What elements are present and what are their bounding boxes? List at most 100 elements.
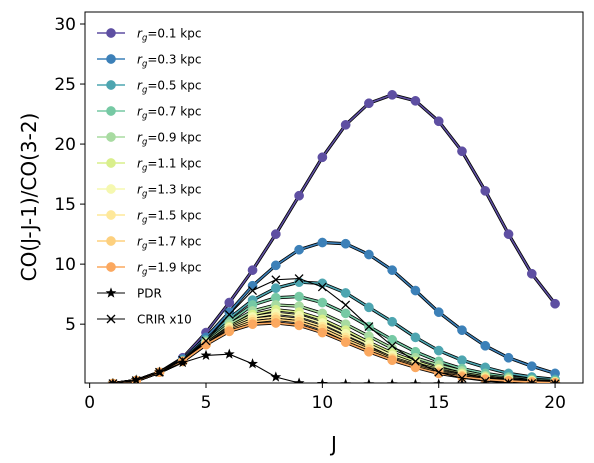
legend-label: rg=0.3 kpc xyxy=(137,53,201,70)
data-point xyxy=(550,298,560,309)
data-point xyxy=(386,378,398,383)
legend-entry: rg=0.9 kpc xyxy=(97,131,201,148)
data-point xyxy=(108,379,118,383)
data-point xyxy=(526,268,537,279)
data-point xyxy=(271,275,281,285)
legend-entry: rg=0.3 kpc xyxy=(97,53,201,70)
data-point xyxy=(107,377,119,383)
data-point xyxy=(178,355,188,365)
data-point xyxy=(364,322,374,332)
data-point xyxy=(201,336,211,346)
data-point xyxy=(341,300,351,310)
x-tick-label: 20 xyxy=(544,393,566,413)
data-point xyxy=(527,379,537,383)
legend-entry: rg=1.5 kpc xyxy=(97,209,201,226)
data-point xyxy=(317,282,327,292)
data-point xyxy=(504,378,513,383)
x-axis-label: J xyxy=(329,432,337,456)
data-point xyxy=(294,274,304,284)
axes-layer: 0 5 10 15 20 5 10 15 20 25 30 xyxy=(54,15,566,413)
data-point xyxy=(270,318,281,328)
legend-label: rg=1.7 kpc xyxy=(137,235,201,252)
data-point xyxy=(433,307,444,318)
data-point xyxy=(224,326,235,337)
data-point xyxy=(270,229,281,239)
data-point xyxy=(480,340,491,351)
data-point xyxy=(480,186,491,196)
data-point xyxy=(410,285,421,296)
plot-area xyxy=(84,11,584,384)
data-point xyxy=(433,116,444,127)
data-point xyxy=(294,244,304,255)
data-point xyxy=(503,229,514,239)
data-point xyxy=(364,249,374,260)
x-tick-label: 5 xyxy=(201,393,212,413)
data-point xyxy=(130,374,142,383)
legend-swatch-marker xyxy=(106,54,116,64)
y-tick-label: 10 xyxy=(54,255,76,275)
data-point xyxy=(457,373,467,383)
data-point xyxy=(457,146,467,157)
data-point xyxy=(340,288,351,298)
data-point xyxy=(317,152,328,163)
data-point xyxy=(364,98,374,109)
x-tick-label: 15 xyxy=(428,393,450,413)
data-point xyxy=(270,283,281,293)
series-12 xyxy=(108,274,560,383)
series-10 xyxy=(108,318,560,383)
series-layer xyxy=(107,89,561,383)
y-tick-label: 5 xyxy=(65,315,76,335)
data-point xyxy=(340,238,351,249)
data-point xyxy=(363,378,375,383)
data-point xyxy=(316,378,328,383)
data-point xyxy=(410,362,421,373)
legend-entry: rg=0.1 kpc xyxy=(97,27,201,44)
legend-label: rg=1.3 kpc xyxy=(137,183,201,200)
data-point xyxy=(457,355,467,366)
y-axis-label: CO(J-J-1)/CO(3-2) xyxy=(17,113,41,282)
data-point xyxy=(270,371,282,382)
y-tick-label: 20 xyxy=(54,135,76,155)
x-tick-label: 10 xyxy=(312,393,334,413)
data-point xyxy=(155,367,164,377)
data-point xyxy=(293,377,305,383)
data-point xyxy=(317,327,328,338)
data-point xyxy=(387,265,398,275)
data-point xyxy=(410,378,421,383)
data-point xyxy=(503,352,514,363)
data-point xyxy=(270,260,281,271)
legend-entry: rg=1.1 kpc xyxy=(97,157,201,174)
legend-label: PDR xyxy=(137,287,162,301)
data-point xyxy=(224,297,235,308)
legend-swatch-marker xyxy=(106,210,116,220)
data-point xyxy=(340,308,351,319)
legend-swatch-marker xyxy=(106,236,116,246)
data-point xyxy=(410,332,421,343)
data-point xyxy=(434,367,444,377)
data-point xyxy=(248,286,258,296)
data-point xyxy=(364,302,374,313)
legend-swatch-marker xyxy=(106,28,116,38)
data-point xyxy=(526,378,538,383)
data-point xyxy=(550,379,560,383)
legend-label: rg=0.5 kpc xyxy=(137,79,201,96)
legend-entry: rg=1.7 kpc xyxy=(97,235,201,252)
legend-label: rg=1.1 kpc xyxy=(137,157,201,174)
data-point xyxy=(433,378,445,383)
legend-label: rg=0.7 kpc xyxy=(137,105,201,122)
legend-swatch-marker xyxy=(105,287,117,298)
x-tick-label: 0 xyxy=(84,393,95,413)
data-point xyxy=(457,325,467,336)
data-point xyxy=(177,356,189,368)
data-point xyxy=(387,316,398,327)
y-tick-label: 25 xyxy=(54,75,76,95)
data-point xyxy=(340,120,351,130)
data-point xyxy=(317,297,328,308)
data-point xyxy=(294,190,304,201)
legend-label: rg=0.1 kpc xyxy=(137,27,201,44)
legend-swatch-marker xyxy=(106,132,116,142)
data-point xyxy=(294,320,304,331)
y-tick-label: 15 xyxy=(54,195,76,215)
legend-swatch-marker xyxy=(106,314,116,324)
